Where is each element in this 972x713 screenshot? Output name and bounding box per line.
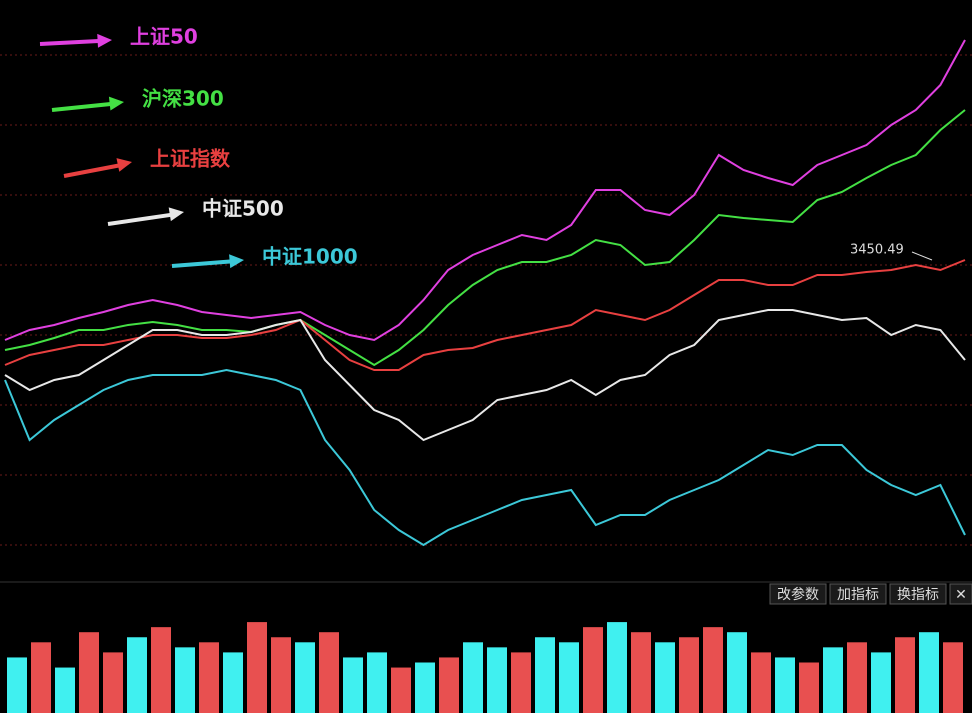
volume-bar xyxy=(559,642,579,713)
button-frame xyxy=(829,583,887,605)
toolbar-button[interactable]: 加指标 xyxy=(829,583,887,605)
button-label: ✕ xyxy=(955,587,967,603)
volume-bar xyxy=(7,657,27,713)
volume-bar xyxy=(511,652,531,713)
series-line xyxy=(4,109,966,367)
volume-bar xyxy=(247,622,267,713)
volume-bar xyxy=(343,657,363,713)
toolbar-button[interactable]: 改参数 xyxy=(769,583,827,605)
legend-label: 上证50 xyxy=(130,25,198,49)
button-label: 加指标 xyxy=(837,587,879,603)
button-label: 改参数 xyxy=(777,586,819,603)
button-frame xyxy=(889,583,947,605)
volume-bar xyxy=(847,642,867,713)
legend-arrow xyxy=(107,211,179,226)
volume-bar xyxy=(487,647,507,713)
volume-panel xyxy=(7,622,963,713)
legend-arrow-head xyxy=(97,33,112,48)
volume-bar xyxy=(607,622,627,713)
volume-bar xyxy=(943,642,963,713)
volume-bar xyxy=(703,627,723,713)
volume-bar xyxy=(823,647,843,713)
volume-bar xyxy=(775,657,795,713)
volume-bar xyxy=(103,652,123,713)
volume-bar xyxy=(463,642,483,713)
legend-label: 上证指数 xyxy=(150,147,231,171)
button-label: 换指标 xyxy=(897,586,939,603)
legend-arrow xyxy=(51,101,119,112)
volume-bar xyxy=(175,647,195,713)
volume-bar xyxy=(415,662,435,713)
volume-bar xyxy=(751,652,771,713)
button-frame xyxy=(949,583,972,605)
volume-bar xyxy=(679,637,699,713)
volume-bar xyxy=(895,637,915,713)
legend-label: 中证1000 xyxy=(262,245,358,269)
toolbar: 改参数 加指标 换指标 ✕ xyxy=(769,583,972,605)
volume-bar xyxy=(55,667,75,713)
volume-bar xyxy=(31,642,51,713)
button-frame xyxy=(769,583,827,605)
volume-bar xyxy=(271,637,291,713)
volume-bar xyxy=(127,637,147,713)
toolbar-button[interactable]: 换指标 xyxy=(889,583,947,605)
toolbar-button[interactable]: ✕ xyxy=(949,583,972,605)
volume-bar xyxy=(535,637,555,713)
legend-arrow xyxy=(63,162,127,178)
legend-arrow-head xyxy=(116,158,132,172)
volume-bar xyxy=(727,632,747,713)
legend-arrow xyxy=(171,258,239,268)
volume-bar xyxy=(655,642,675,713)
volume-bar xyxy=(439,657,459,713)
volume-bar xyxy=(391,667,411,713)
series-line xyxy=(4,368,966,547)
volume-bar xyxy=(631,632,651,713)
volume-bar xyxy=(799,662,819,713)
volume-bar xyxy=(583,627,603,713)
volume-bar xyxy=(871,652,891,713)
volume-bar xyxy=(151,627,171,713)
volume-bar xyxy=(79,632,99,713)
annotation-pointer xyxy=(911,251,933,261)
legend-arrow-head xyxy=(108,96,124,111)
volume-bar xyxy=(199,642,219,713)
legend-arrow xyxy=(39,38,107,46)
volume-bar xyxy=(295,642,315,713)
series-line xyxy=(4,309,966,442)
volume-bar xyxy=(223,652,243,713)
legend-arrow-head xyxy=(229,254,244,269)
volume-bar xyxy=(319,632,339,713)
volume-bar xyxy=(919,632,939,713)
annotation: 3450.49 xyxy=(850,243,904,258)
series-line xyxy=(4,39,966,342)
legend-arrow-head xyxy=(168,207,184,222)
legend-label: 中证500 xyxy=(202,197,284,221)
legend-label: 沪深300 xyxy=(142,87,224,111)
volume-bar xyxy=(367,652,387,713)
series-line xyxy=(4,259,966,371)
